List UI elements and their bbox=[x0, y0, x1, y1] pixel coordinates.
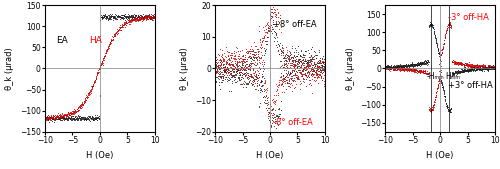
X-axis label: H (Oe): H (Oe) bbox=[426, 151, 454, 160]
X-axis label: H (Oe): H (Oe) bbox=[256, 151, 283, 160]
Text: +8° off-EA: +8° off-EA bbox=[272, 20, 316, 29]
Text: -3° off-HA: -3° off-HA bbox=[448, 13, 489, 22]
Y-axis label: θ_k (μrad): θ_k (μrad) bbox=[180, 47, 190, 90]
Text: -8° off-EA: -8° off-EA bbox=[272, 118, 312, 127]
Text: +3° off-HA: +3° off-HA bbox=[448, 81, 493, 90]
X-axis label: H (Oe): H (Oe) bbox=[86, 151, 114, 160]
Y-axis label: θ_k (μrad): θ_k (μrad) bbox=[346, 47, 354, 90]
Text: EA: EA bbox=[56, 36, 68, 45]
Text: HA: HA bbox=[89, 36, 102, 45]
Text: Hₘₘ: Hₘₘ bbox=[446, 72, 460, 81]
Text: -Hₘₘ: -Hₘₘ bbox=[426, 72, 444, 81]
Y-axis label: θ_k (μrad): θ_k (μrad) bbox=[6, 47, 15, 90]
